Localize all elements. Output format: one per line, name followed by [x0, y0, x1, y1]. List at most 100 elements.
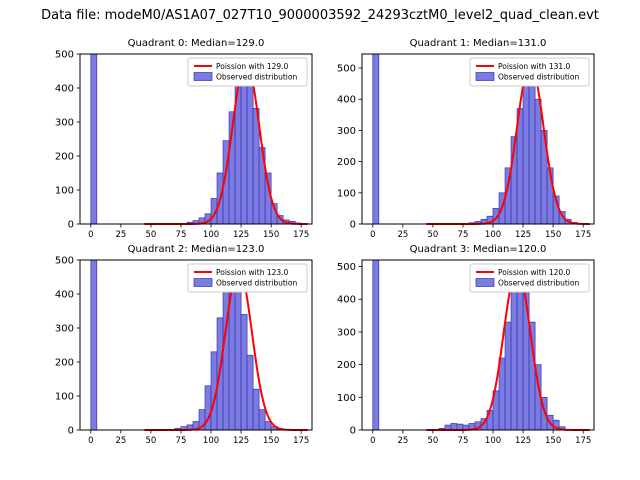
histogram-bar: [498, 357, 506, 431]
y-tick-label: 500: [337, 262, 356, 273]
histogram-bar: [90, 53, 98, 225]
quadrant-1-chart: Quadrant 1: Median=131.0 0 25 50 75 100 125 150…: [320, 32, 600, 240]
y-tick-label: 300: [55, 324, 74, 335]
quadrant-2-chart: Quadrant 2: Median=123.0 0 25 50 75 100 125 150…: [38, 238, 318, 446]
x-tick-label: 100: [203, 436, 219, 444]
y-tick-label: 200: [55, 358, 74, 369]
x-axis-ticks: 0 25 50 75 100 125 150 175: [88, 430, 309, 446]
legend-label-poisson: Poission with 131.0: [498, 62, 571, 71]
y-tick-label: 0: [68, 426, 74, 437]
x-tick-label: 25: [397, 436, 408, 444]
x-axis-ticks: 0 25 50 75 100 125 150 175: [370, 224, 591, 240]
x-tick-label: 25: [115, 436, 126, 444]
chart-svg: Quadrant 3: Median=120.0 0 25 50 75 100 125 150…: [337, 244, 595, 446]
legend-box: [469, 57, 590, 87]
x-axis-ticks: 0 25 50 75 100 125 150 175: [370, 430, 591, 446]
legend: Poission with 131.0 Observed distribution: [469, 57, 590, 87]
histogram-bar: [90, 259, 98, 431]
histogram-bar: [372, 53, 380, 225]
x-tick-label: 150: [263, 230, 279, 238]
legend: Poission with 129.0 Observed distribution: [187, 57, 308, 87]
x-tick-label: 125: [233, 436, 249, 444]
histogram-bar: [252, 388, 260, 431]
legend-hist-swatch: [193, 278, 213, 287]
y-tick-label: 300: [337, 126, 356, 137]
histogram-bar: [372, 259, 380, 431]
subplot-title: Quadrant 1: Median=131.0: [410, 38, 547, 49]
y-tick-label: 0: [350, 220, 356, 231]
y-axis-ticks: 0 100 200 300 400 500: [55, 50, 80, 231]
y-axis-ticks: 0 100 200 300 400 500: [55, 256, 80, 437]
legend: Poission with 120.0 Observed distribution: [469, 263, 590, 293]
legend-label-observed: Observed distribution: [498, 73, 579, 82]
y-axis-ticks: 0 100 200 300 400 500: [337, 64, 362, 231]
histogram-bar: [240, 63, 248, 225]
x-tick-label: 50: [428, 436, 439, 444]
histogram-bar: [258, 409, 266, 431]
legend: Poission with 123.0 Observed distribution: [187, 263, 308, 293]
legend-label-observed: Observed distribution: [216, 279, 297, 288]
legend-label-poisson: Poission with 123.0: [216, 268, 289, 277]
legend-box: [187, 263, 308, 293]
histogram-bar: [240, 314, 248, 431]
histogram-bar: [504, 321, 512, 431]
x-tick-label: 50: [146, 436, 157, 444]
axis-frame: [361, 53, 595, 225]
legend-label-observed: Observed distribution: [498, 279, 579, 288]
y-tick-label: 100: [337, 188, 356, 199]
x-tick-label: 50: [146, 230, 157, 238]
histogram-bar: [234, 283, 242, 431]
x-tick-label: 75: [458, 436, 469, 444]
histogram-bar: [246, 77, 254, 225]
quadrant-3-chart: Quadrant 3: Median=120.0 0 25 50 75 100 125 150…: [320, 238, 600, 446]
x-tick-label: 25: [115, 230, 126, 238]
x-tick-label: 150: [263, 436, 279, 444]
legend-hist-swatch: [475, 72, 495, 81]
x-tick-label: 0: [370, 436, 375, 444]
y-tick-label: 300: [337, 327, 356, 338]
legend-label-observed: Observed distribution: [216, 73, 297, 82]
x-tick-label: 175: [575, 436, 591, 444]
x-tick-label: 50: [428, 230, 439, 238]
x-tick-label: 75: [176, 230, 187, 238]
legend-hist-swatch: [475, 278, 495, 287]
legend-label-poisson: Poission with 129.0: [216, 62, 289, 71]
subplot-title: Quadrant 3: Median=120.0: [410, 244, 547, 255]
x-tick-label: 75: [176, 436, 187, 444]
chart-svg: Quadrant 1: Median=131.0 0 25 50 75 100 125 150…: [337, 38, 595, 240]
y-tick-label: 200: [337, 360, 356, 371]
quadrant-0-chart: Quadrant 0: Median=129.0 0 25 50 75 100 125 150…: [38, 32, 318, 240]
y-tick-label: 0: [68, 220, 74, 231]
x-tick-label: 0: [88, 230, 93, 238]
x-tick-label: 175: [293, 230, 309, 238]
x-tick-label: 125: [515, 436, 531, 444]
subplot-title: Quadrant 0: Median=129.0: [128, 38, 265, 49]
legend-box: [187, 57, 308, 87]
histogram-bar: [510, 289, 518, 431]
y-axis-ticks: 0 100 200 300 400 500: [337, 262, 362, 437]
histogram-bar: [528, 63, 536, 225]
figure-title: Data file: modeM0/AS1A07_027T10_90000035…: [41, 8, 599, 23]
axis-frame: [79, 53, 313, 225]
histogram-bar: [264, 421, 272, 431]
x-tick-label: 75: [458, 230, 469, 238]
x-tick-label: 175: [575, 230, 591, 238]
x-tick-label: 100: [485, 230, 501, 238]
histogram-bar: [534, 98, 542, 225]
x-tick-label: 100: [203, 230, 219, 238]
y-tick-label: 400: [55, 290, 74, 301]
x-tick-label: 175: [293, 436, 309, 444]
x-tick-label: 125: [233, 230, 249, 238]
axis-frame: [361, 259, 595, 431]
chart-svg: Quadrant 0: Median=129.0 0 25 50 75 100 125 150…: [55, 38, 313, 240]
y-tick-label: 100: [55, 392, 74, 403]
y-tick-label: 500: [337, 64, 356, 75]
x-tick-label: 0: [88, 436, 93, 444]
legend-hist-swatch: [193, 72, 213, 81]
x-tick-label: 150: [545, 436, 561, 444]
x-tick-label: 150: [545, 230, 561, 238]
subplot-title: Quadrant 2: Median=123.0: [128, 244, 265, 255]
y-tick-label: 300: [55, 118, 74, 129]
histogram-bar: [516, 269, 524, 431]
